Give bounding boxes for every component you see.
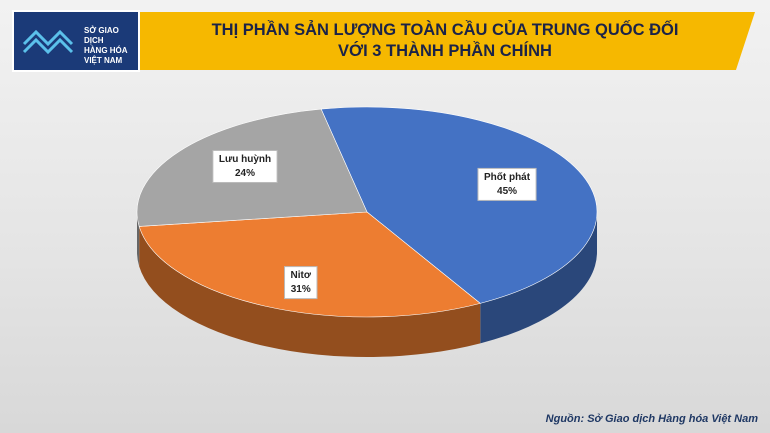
label-category: Phốt phát [484,171,531,183]
label-box [212,149,278,183]
slice-side [139,226,481,357]
logo-line: SỞ GIAO DỊCH [84,26,119,45]
slice [138,211,481,318]
label-value: 45% [497,186,517,197]
label-value: 31% [291,284,311,295]
label-value: 24% [235,168,255,179]
label-box [477,167,537,201]
source-note: Nguồn: Sở Giao dịch Hàng hóa Việt Nam [545,413,758,425]
title-banner [120,12,755,70]
logo-text: SỞ GIAO DỊCH HÀNG HÓA VIỆT NAM [84,26,138,66]
label-category: Lưu huỳnh [219,154,271,165]
data-label: Nitơ 31% [284,266,318,300]
logo-line: HÀNG HÓA [84,46,128,55]
chart-title: THỊ PHẦN SẢN LƯỢNG TOÀN CẦU CỦA TRUNG QU… [211,21,679,60]
data-label: Lưu huỳnh 24% [212,149,278,183]
slice [320,106,598,304]
data-label: Phốt phát 45% [477,167,537,201]
label-category: Nitơ [291,270,312,281]
logo-icon [22,29,74,55]
logo-line: VIỆT NAM [84,56,123,65]
label-box [284,266,318,300]
logo: SỞ GIAO DỊCH HÀNG HÓA VIỆT NAM [12,10,140,72]
slice-side [480,212,597,344]
